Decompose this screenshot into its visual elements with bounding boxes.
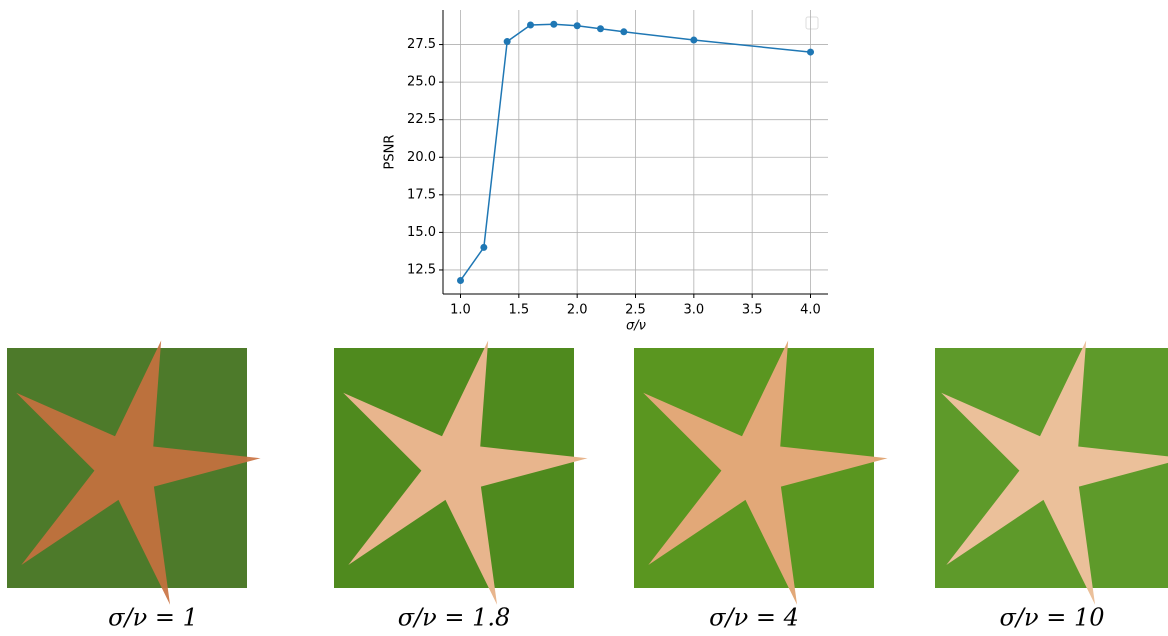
- x-tick-label: 3.5: [742, 303, 763, 318]
- data-point: [503, 38, 511, 46]
- data-point: [527, 21, 534, 29]
- caption: σ/ν = 10: [1000, 604, 1105, 632]
- data-point: [550, 20, 558, 28]
- y-tick-label: 25.0: [407, 75, 436, 90]
- x-axis-label: σ/ν: [626, 319, 646, 334]
- image-3: [600, 307, 911, 618]
- caption: σ/ν = 4: [709, 604, 799, 632]
- y-tick-label: 17.5: [407, 187, 436, 202]
- y-tick-label: 12.5: [407, 262, 436, 277]
- y-axis-label: PSNR: [383, 135, 398, 170]
- y-tick-label: 15.0: [407, 225, 436, 240]
- y-tick-label: 22.5: [407, 112, 436, 127]
- caption: σ/ν = 1.8: [398, 604, 511, 632]
- data-point: [457, 276, 464, 284]
- x-tick-label: 2.0: [567, 303, 588, 318]
- data-point: [807, 48, 814, 56]
- data-point: [597, 25, 604, 33]
- x-tick-label: 1.5: [508, 303, 529, 318]
- x-tick-label: 1.0: [450, 303, 471, 318]
- image-1: [0, 307, 284, 618]
- data-point: [573, 22, 581, 30]
- x-tick-label: 2.5: [625, 303, 646, 318]
- x-tick-label: 4.0: [800, 303, 821, 318]
- data-line: [459, 23, 811, 281]
- y-tick-label: 20.0: [407, 150, 436, 165]
- image-4: [898, 307, 1168, 618]
- legend-box: [805, 16, 819, 30]
- data-point: [480, 243, 488, 251]
- data-point: [620, 28, 628, 36]
- data-point: [690, 36, 698, 44]
- caption: σ/ν = 1: [108, 604, 198, 632]
- image-2: [300, 307, 611, 618]
- x-tick-label: 3.0: [683, 303, 704, 318]
- y-tick-label: 27.5: [407, 37, 436, 52]
